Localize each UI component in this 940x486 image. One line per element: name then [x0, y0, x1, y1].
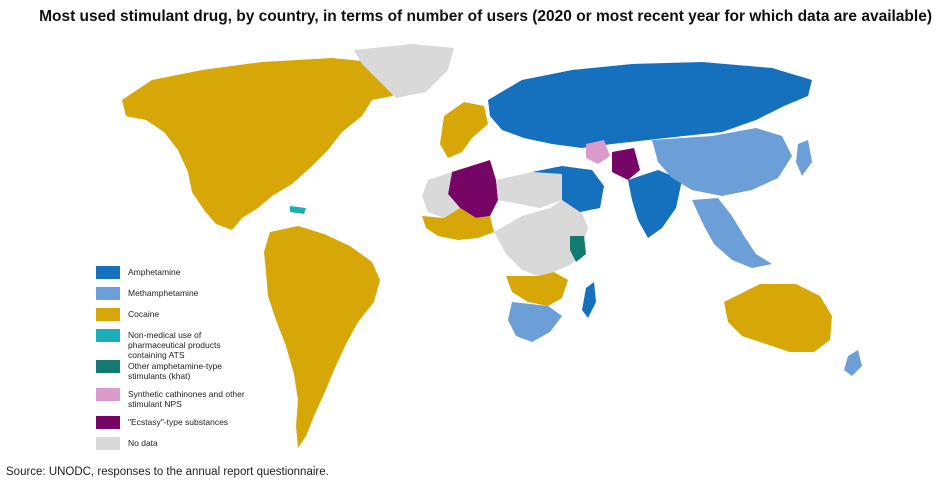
- legend-item-pharmaceutical: Non-medical use of pharmaceutical produc…: [96, 329, 266, 360]
- legend-swatch-methamphetamine: [96, 287, 120, 300]
- source-note: Source: UNODC, responses to the annual r…: [6, 466, 329, 478]
- region-madagascar: [582, 282, 596, 318]
- legend-label-pharmaceutical: Non-medical use of pharmaceutical produc…: [128, 330, 221, 360]
- legend-swatch-amphetamine: [96, 266, 120, 279]
- legend-label-cocaine: Cocaine: [128, 309, 160, 319]
- legend-label-methamphetamine: Methamphetamine: [128, 288, 199, 298]
- region-southern-africa: [506, 272, 568, 306]
- world-map: [92, 40, 924, 460]
- region-south-america: [264, 226, 380, 448]
- legend-swatch-nodata: [96, 437, 120, 450]
- region-central-africa: [494, 200, 588, 276]
- region-new-zealand: [844, 350, 862, 376]
- region-west-africa: [422, 208, 494, 240]
- region-caucasus-cathinones: [586, 140, 610, 164]
- region-north-america: [122, 58, 412, 230]
- legend-label-amphetamine: Amphetamine: [128, 267, 181, 277]
- legend-item-cathinones: Synthetic cathinones and other stimulant…: [96, 388, 266, 416]
- region-greenland: [354, 44, 454, 98]
- map-title: Most used stimulant drug, by country, in…: [39, 8, 932, 25]
- legend-swatch-ecstasy: [96, 416, 120, 429]
- legend-swatch-khat: [96, 360, 120, 373]
- legend-label-khat: Other amphetamine-type stimulants (khat): [128, 361, 223, 381]
- region-north-africa-ecstasy: [448, 160, 498, 218]
- legend-item-methamphetamine: Methamphetamine: [96, 287, 266, 308]
- legend-item-khat: Other amphetamine-type stimulants (khat): [96, 360, 266, 388]
- legend-swatch-cathinones: [96, 388, 120, 401]
- region-caribbean: [290, 206, 306, 214]
- legend-swatch-pharmaceutical: [96, 329, 120, 342]
- legend-item-nodata: No data: [96, 437, 266, 458]
- region-south-asia-ecstasy: [612, 148, 640, 180]
- region-russia: [488, 62, 812, 148]
- legend-swatch-cocaine: [96, 308, 120, 321]
- region-india: [628, 170, 682, 238]
- map-legend: Amphetamine Methamphetamine Cocaine Non-…: [96, 266, 266, 458]
- region-western-europe: [440, 102, 488, 158]
- legend-label-ecstasy: "Ecstasy"-type substances: [128, 417, 229, 427]
- legend-item-cocaine: Cocaine: [96, 308, 266, 329]
- region-japan: [796, 140, 812, 176]
- region-australia: [724, 284, 832, 352]
- region-north-africa: [422, 172, 562, 218]
- legend-label-nodata: No data: [128, 438, 158, 448]
- region-southeast-asia: [692, 198, 772, 268]
- region-china: [652, 128, 792, 196]
- legend-item-ecstasy: "Ecstasy"-type substances: [96, 416, 266, 437]
- legend-item-amphetamine: Amphetamine: [96, 266, 266, 287]
- legend-label-cathinones: Synthetic cathinones and other stimulant…: [128, 389, 245, 409]
- region-south-africa: [508, 302, 562, 342]
- region-middle-east: [532, 166, 604, 212]
- region-east-africa-khat: [570, 236, 586, 262]
